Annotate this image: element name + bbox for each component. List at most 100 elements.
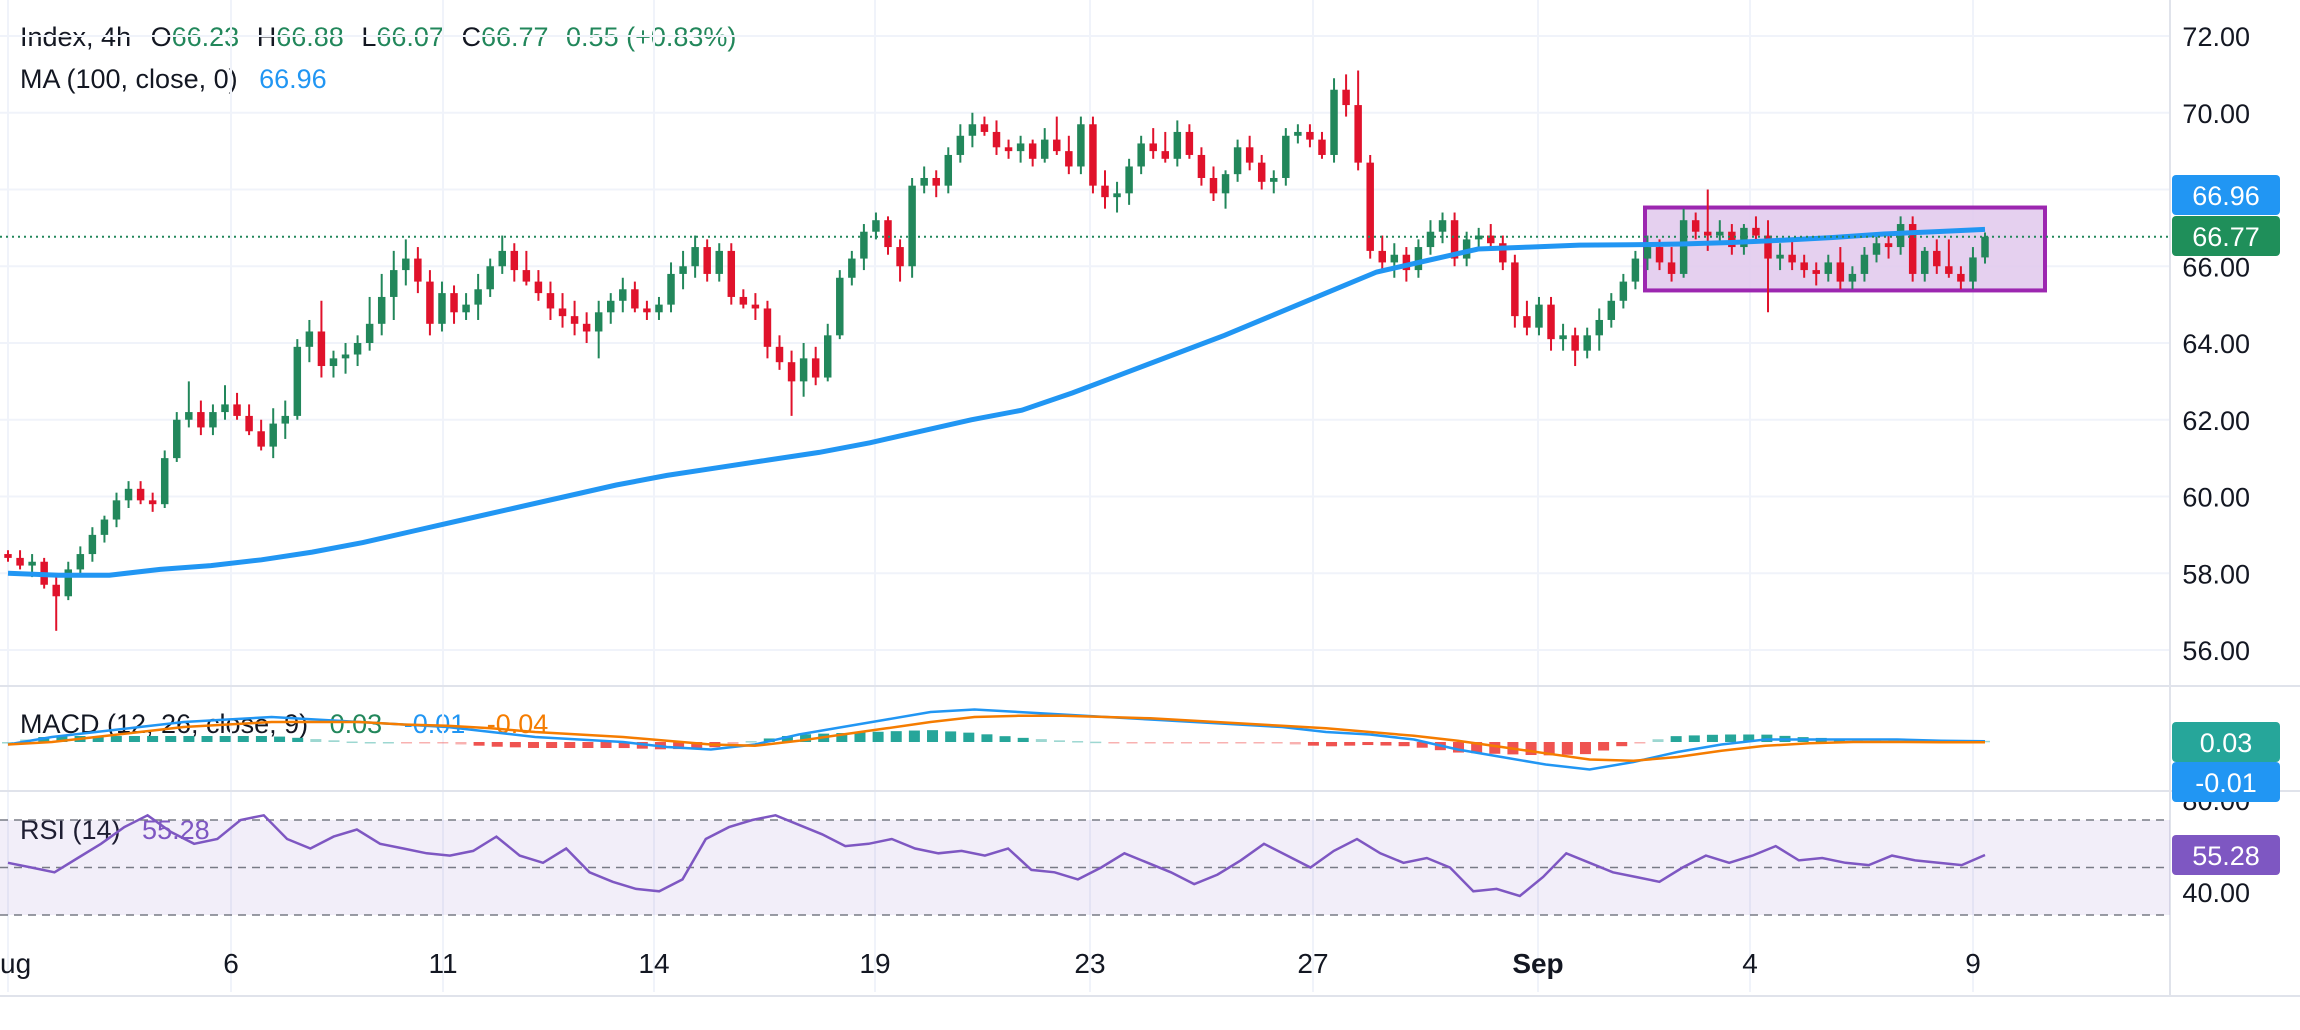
- candle-body: [136, 488, 145, 501]
- price-tick-label: 56.00: [2182, 636, 2250, 666]
- macd-histogram-bar: [781, 735, 793, 742]
- candle-body: [1631, 258, 1640, 282]
- candle-body: [173, 419, 181, 459]
- price-tick-label: 58.00: [2182, 559, 2250, 589]
- candle-body: [1173, 131, 1182, 159]
- candle-body: [1402, 254, 1411, 271]
- macd-histogram-bar: [401, 742, 413, 744]
- macd-histogram-bar: [92, 736, 104, 742]
- candle-body: [558, 308, 567, 317]
- candle-body: [1535, 304, 1543, 328]
- candle-body: [932, 177, 940, 186]
- ma-label: MA (100, close, 0): [20, 64, 238, 94]
- candle-body: [1752, 227, 1760, 236]
- macd-histogram-bar: [963, 732, 975, 742]
- candle-body: [1691, 220, 1700, 232]
- macd-histogram-bar: [255, 736, 267, 742]
- macd-line: [7, 708, 1986, 771]
- date-tick-label: 11: [428, 948, 457, 979]
- candle-body: [1704, 231, 1712, 236]
- macd-histogram-bar: [927, 730, 939, 742]
- candle-body: [1221, 174, 1230, 194]
- candles-layer: [4, 70, 1989, 631]
- macd-histogram-bar: [56, 736, 68, 742]
- macd-histogram-bar: [1180, 742, 1192, 744]
- candle-body: [546, 293, 555, 309]
- macd-histogram-bar: [437, 742, 449, 744]
- candle-body: [1824, 262, 1833, 274]
- date-tick-label: 14: [638, 948, 669, 979]
- candle-body: [1101, 185, 1109, 198]
- candle-body: [655, 304, 663, 313]
- rsi-badge: 55.28: [2172, 835, 2280, 875]
- candle-body: [1945, 266, 1953, 274]
- macd-histogram-bar: [800, 734, 812, 742]
- candle-body: [1523, 316, 1531, 328]
- macd-histogram-bar: [908, 730, 920, 742]
- price-tick-label: 66.00: [2182, 252, 2250, 282]
- candle-body: [607, 300, 615, 313]
- candle-body: [365, 323, 374, 343]
- macd-histogram-bar: [1561, 742, 1573, 755]
- candle-body: [438, 293, 446, 324]
- candle-body: [522, 270, 531, 282]
- macd-histogram-bar: [110, 736, 122, 742]
- candle-body: [1812, 270, 1820, 274]
- candle-body: [510, 250, 519, 271]
- candle-body: [1667, 262, 1676, 274]
- macd-histogram-bar: [1072, 741, 1084, 743]
- candle-body: [1860, 254, 1869, 274]
- candle-body: [920, 177, 928, 186]
- price-badge: 66.77: [2172, 216, 2280, 256]
- macd-histogram-bar: [2, 742, 13, 744]
- candle-body: [341, 354, 350, 359]
- candle-body: [582, 323, 591, 332]
- candle-body: [426, 281, 434, 324]
- macd-histogram-bar: [1471, 742, 1483, 754]
- candle-body: [896, 247, 904, 267]
- candle-body: [1414, 247, 1423, 271]
- candle-body: [1595, 319, 1603, 336]
- macd-histogram-bar: [1326, 742, 1338, 747]
- candle-body: [884, 220, 892, 248]
- candle-body: [1185, 131, 1194, 155]
- candle-body: [1342, 89, 1350, 106]
- macd-histogram-bar: [1706, 734, 1718, 742]
- macd-histogram-bar: [836, 733, 848, 742]
- macd-histogram-bar: [1053, 740, 1065, 742]
- macd-histogram-bar: [1543, 742, 1555, 756]
- candle-body: [1028, 143, 1037, 159]
- date-tick-label: Sep: [1512, 948, 1563, 979]
- macd-histogram-bar: [509, 742, 521, 748]
- candle-body: [281, 415, 289, 424]
- macd-histogram-bar: [981, 734, 993, 742]
- date-tick-label: 6: [223, 948, 239, 979]
- candle-body: [148, 500, 157, 505]
- candle-body: [631, 289, 639, 309]
- macd-histogram-bar: [582, 742, 594, 748]
- macd-histogram-bar: [310, 739, 322, 742]
- candle-body: [799, 358, 808, 382]
- candle-body: [1390, 254, 1399, 263]
- candle-body: [1053, 139, 1061, 152]
- macd-histogram-bar: [455, 742, 467, 745]
- ma-badge-bg: [2172, 175, 2280, 215]
- rsi-badge-bg: [2172, 835, 2280, 875]
- macd-histogram-bar: [1398, 742, 1410, 747]
- candle-body: [1511, 262, 1519, 317]
- consolidation-range-box: [1643, 205, 2047, 293]
- candle-body: [1764, 235, 1772, 259]
- price-tick-label: 72.00: [2182, 22, 2250, 52]
- candle-body: [4, 554, 12, 558]
- candle-body: [1800, 262, 1808, 271]
- macd-histogram-bar: [128, 736, 140, 742]
- macd-histogram-bar: [1126, 742, 1138, 744]
- candle-body: [1619, 281, 1628, 301]
- macd-histogram-bar: [419, 742, 431, 744]
- rsi-panel: [0, 813, 2170, 916]
- candle-body: [1920, 250, 1929, 274]
- candle-body: [1571, 335, 1579, 351]
- macd-histogram-bar: [1362, 742, 1374, 746]
- candle-body: [763, 308, 772, 347]
